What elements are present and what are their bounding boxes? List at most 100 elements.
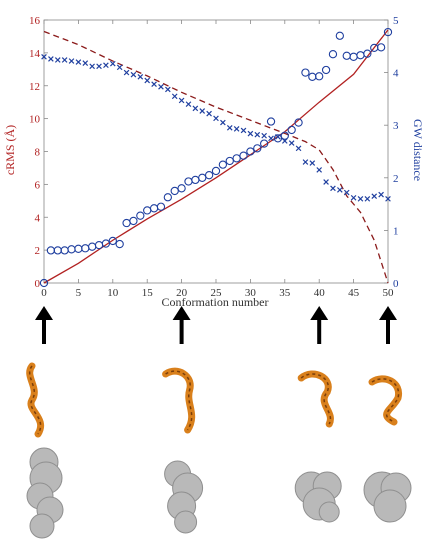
surface-lobe [318,501,340,523]
cross-stroke [364,196,371,202]
data-point-cross [316,167,323,173]
structures-panel [26,306,412,539]
cross-stroke [371,193,378,200]
cross-stroke [82,60,89,66]
data-point-circle [177,184,186,193]
data-point-circle [204,171,214,180]
data-point-cross [41,53,47,60]
data-point-cross [213,115,219,122]
data-point-cross [275,133,281,140]
x-tick-label: 30 [245,287,257,299]
data-point-cross [302,159,309,165]
y-right-tick-label: 5 [393,15,399,27]
surface-structure [294,471,342,523]
ribbon-turns [165,370,193,431]
ribbon-helix [368,375,403,426]
data-point-circle [74,244,83,253]
data-point-circle [266,117,276,126]
data-point-circle [184,177,193,186]
cross-stroke [220,119,226,126]
data-point-cross [109,60,116,67]
data-point-cross [158,83,164,90]
cross-stroke [41,53,47,60]
cross-stroke [151,81,157,87]
cross-stroke [48,56,54,62]
surface-lobe [29,513,55,539]
y-left-tick-label: 0 [35,278,41,290]
data-point-cross [89,63,95,70]
data-point-cross [343,189,350,196]
data-point-cross [116,64,123,71]
data-point-circle [136,211,145,220]
data-point-circle [280,131,289,140]
cross-stroke [61,57,68,63]
data-point-circle [60,246,69,255]
ribbon-structure [162,367,196,434]
data-point-circle [143,206,152,215]
data-point-cross [323,179,329,185]
data-point-cross [247,130,254,137]
ribbon-helix [297,370,334,428]
data-point-cross [261,132,267,139]
data-point-circle [335,31,344,40]
arrows-layer [35,306,397,344]
data-point-cross [178,97,185,104]
cross-stroke [89,63,95,70]
y-left-tick-label: 10 [29,114,41,126]
data-point-circle [211,166,221,176]
data-point-cross [330,185,336,192]
data-point-circle [170,186,179,196]
data-point-cross [268,135,274,142]
y-right-tick-label: 1 [393,225,399,237]
chart: 0 5 10 15 20 25 30 35 40 45 500246810121416012345 … [3,15,425,309]
ribbon-turns [371,378,400,423]
cross-stroke [171,93,178,100]
y-right-tick-label: 0 [393,278,399,290]
data-point-cross [220,119,226,126]
data-point-cross [226,125,233,131]
x-axis-label: Conformation number [162,295,269,309]
data-point-cross [144,77,151,84]
cross-stroke [144,77,151,84]
cross-stroke [75,59,82,65]
data-point-cross [165,86,171,93]
cross-stroke [323,179,329,185]
data-point-circle [218,160,228,169]
data-point-cross [254,131,261,138]
data-point-cross [54,57,61,63]
cross-stroke [116,64,123,71]
ribbon-turns [300,373,332,425]
arrow-head [172,306,191,320]
data-point-circle [239,151,248,160]
data-point-cross [103,62,109,69]
data-point-cross [385,196,391,202]
x-tick-label: 35 [279,287,291,299]
data-point-cross [123,69,130,76]
cross-stroke [54,57,61,63]
ribbon-helix [162,367,196,434]
cross-stroke [192,105,199,112]
y-left-tick-label: 6 [35,179,41,191]
data-point-circle [349,52,358,61]
data-point-circle [260,139,269,148]
y-right-tick-label: 4 [393,68,399,80]
data-point-circle [67,245,76,254]
data-point-circle [287,125,296,135]
cross-stroke [165,86,171,93]
data-point-circle [198,173,207,182]
data-point-cross [350,194,357,201]
cross-stroke [337,187,343,193]
cross-stroke [206,110,212,117]
data-point-cross [171,93,178,100]
cross-stroke [213,115,219,122]
data-point-circle [191,175,200,185]
cross-stroke [199,108,206,114]
data-point-cross [96,63,102,70]
data-point-circle [53,246,62,255]
surface-structure [26,447,64,539]
series-line-dashed [43,30,389,284]
x-tick-label: 40 [314,287,326,299]
x-tick-label: 10 [107,287,119,299]
data-point-circle [108,236,117,246]
data-point-circle [363,49,372,58]
